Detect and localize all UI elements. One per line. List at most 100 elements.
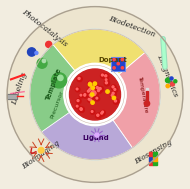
Circle shape [92, 92, 98, 98]
Wedge shape [42, 94, 132, 160]
Circle shape [111, 85, 116, 90]
Circle shape [77, 76, 82, 82]
Circle shape [91, 111, 93, 112]
Circle shape [91, 86, 94, 90]
Circle shape [89, 94, 91, 96]
Circle shape [97, 87, 102, 92]
Text: Photocatalysis: Photocatalysis [21, 8, 69, 49]
Circle shape [79, 108, 84, 112]
Circle shape [95, 133, 99, 137]
Circle shape [113, 58, 115, 61]
Bar [146, 88, 148, 103]
Circle shape [51, 73, 67, 88]
Circle shape [84, 94, 86, 95]
Text: Temperature: Temperature [138, 75, 149, 112]
Circle shape [93, 91, 98, 96]
Circle shape [102, 111, 103, 113]
Circle shape [90, 99, 92, 101]
Circle shape [105, 78, 109, 82]
Text: Diagnostics: Diagnostics [156, 53, 180, 98]
Bar [149, 152, 153, 156]
Circle shape [166, 84, 169, 88]
Circle shape [105, 79, 107, 81]
Circle shape [95, 86, 100, 91]
Circle shape [38, 147, 44, 153]
Circle shape [101, 74, 103, 76]
Text: Precursor: Precursor [50, 90, 65, 120]
Circle shape [92, 82, 98, 88]
Circle shape [94, 92, 96, 94]
Circle shape [96, 113, 101, 119]
Circle shape [77, 100, 79, 101]
Circle shape [91, 96, 92, 97]
Circle shape [88, 98, 90, 100]
Circle shape [105, 82, 107, 84]
Circle shape [96, 97, 98, 99]
Circle shape [92, 91, 94, 93]
Circle shape [112, 86, 114, 88]
Circle shape [89, 82, 91, 84]
Circle shape [89, 87, 93, 92]
Circle shape [70, 69, 120, 120]
Circle shape [144, 101, 150, 106]
Circle shape [171, 82, 174, 86]
Circle shape [98, 88, 100, 90]
Text: Biodetection: Biodetection [107, 14, 156, 39]
Circle shape [112, 92, 114, 94]
Circle shape [101, 73, 105, 78]
Circle shape [58, 75, 63, 81]
Circle shape [28, 48, 36, 56]
Circle shape [91, 86, 93, 88]
Circle shape [104, 74, 109, 79]
FancyBboxPatch shape [111, 57, 125, 71]
Circle shape [104, 81, 110, 86]
Circle shape [91, 110, 95, 114]
Circle shape [97, 114, 99, 116]
Circle shape [114, 100, 116, 102]
Circle shape [87, 98, 92, 102]
Circle shape [89, 89, 91, 91]
Circle shape [88, 83, 92, 86]
Circle shape [93, 91, 95, 93]
Circle shape [111, 91, 116, 96]
Circle shape [42, 59, 46, 63]
Bar [153, 157, 157, 161]
Circle shape [111, 94, 113, 96]
Circle shape [30, 29, 160, 160]
Circle shape [76, 88, 78, 90]
Circle shape [90, 95, 94, 99]
Circle shape [94, 91, 96, 93]
Circle shape [110, 94, 115, 98]
Circle shape [84, 94, 86, 96]
Circle shape [80, 108, 82, 110]
Circle shape [80, 108, 82, 110]
Circle shape [83, 94, 87, 98]
Wedge shape [30, 45, 95, 148]
Circle shape [89, 98, 94, 103]
Circle shape [98, 86, 103, 92]
Circle shape [101, 110, 105, 115]
Text: Bioimaging: Bioimaging [21, 139, 62, 171]
Circle shape [76, 99, 81, 104]
Circle shape [165, 78, 170, 83]
Circle shape [46, 41, 52, 47]
Circle shape [88, 93, 94, 98]
Circle shape [106, 90, 109, 93]
Circle shape [93, 84, 96, 85]
Bar [153, 161, 157, 165]
Circle shape [174, 80, 177, 83]
Circle shape [96, 87, 98, 88]
Circle shape [91, 90, 96, 95]
Circle shape [91, 95, 92, 97]
Circle shape [76, 105, 78, 107]
Bar [149, 157, 153, 161]
Circle shape [87, 90, 89, 92]
Circle shape [90, 93, 94, 96]
Circle shape [94, 92, 96, 94]
Circle shape [76, 105, 80, 109]
Circle shape [90, 91, 95, 96]
Bar [153, 152, 157, 156]
Wedge shape [95, 53, 160, 148]
Circle shape [101, 112, 103, 114]
Circle shape [64, 63, 126, 126]
